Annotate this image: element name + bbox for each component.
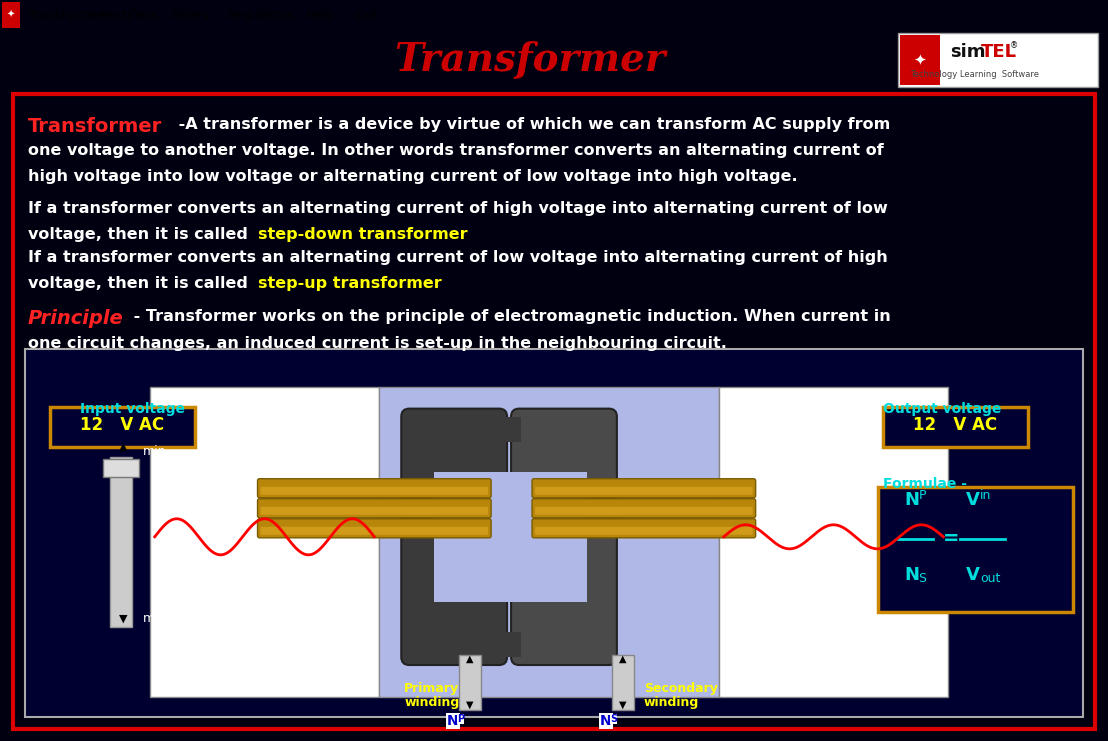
FancyBboxPatch shape: [511, 408, 617, 665]
Text: If a transformer converts an alternating current of high voltage into alternatin: If a transformer converts an alternating…: [28, 202, 888, 216]
FancyBboxPatch shape: [260, 507, 489, 515]
Text: Principle: Principle: [28, 310, 124, 328]
Text: Input voltage: Input voltage: [80, 402, 185, 416]
FancyBboxPatch shape: [103, 459, 138, 476]
Text: ▲: ▲: [619, 654, 627, 664]
FancyBboxPatch shape: [535, 507, 752, 515]
FancyBboxPatch shape: [612, 655, 634, 710]
Text: Technology Learning  Software: Technology Learning Software: [911, 70, 1039, 79]
Text: in: in: [981, 489, 992, 502]
Text: ▲: ▲: [466, 654, 474, 664]
Text: TEL: TEL: [981, 43, 1017, 61]
Text: voltage, then it is called: voltage, then it is called: [28, 227, 254, 242]
FancyBboxPatch shape: [535, 527, 752, 535]
Text: one circuit changes, an induced current is set-up in the neighbouring circuit.: one circuit changes, an induced current …: [28, 336, 727, 350]
Text: Output voltage: Output voltage: [883, 402, 1002, 416]
FancyBboxPatch shape: [897, 33, 1098, 87]
Text: winding: winding: [404, 696, 460, 709]
Text: winding: winding: [644, 696, 699, 709]
FancyBboxPatch shape: [535, 487, 752, 495]
Text: =: =: [943, 529, 960, 548]
Text: ▼: ▼: [619, 700, 627, 710]
Text: voltage, then it is called: voltage, then it is called: [28, 276, 254, 291]
FancyBboxPatch shape: [900, 35, 940, 85]
FancyBboxPatch shape: [401, 408, 507, 665]
Text: Secondary: Secondary: [644, 682, 718, 695]
Text: high voltage into low voltage or alternating current of low voltage into high vo: high voltage into low voltage or alterna…: [28, 169, 798, 185]
FancyBboxPatch shape: [257, 479, 491, 498]
FancyBboxPatch shape: [260, 527, 489, 535]
Text: 12   V AC: 12 V AC: [80, 416, 164, 433]
Text: P: P: [919, 489, 926, 502]
Text: min.: min.: [143, 445, 171, 458]
FancyBboxPatch shape: [50, 407, 195, 447]
Text: If a transformer converts an alternating current of low voltage into alternating: If a transformer converts an alternating…: [28, 250, 888, 265]
Text: V: V: [966, 566, 981, 584]
FancyBboxPatch shape: [379, 387, 719, 697]
FancyBboxPatch shape: [110, 456, 132, 627]
Text: ✦: ✦: [914, 53, 926, 67]
FancyBboxPatch shape: [532, 479, 756, 498]
FancyBboxPatch shape: [459, 655, 481, 710]
Text: sim: sim: [950, 43, 985, 61]
FancyBboxPatch shape: [532, 519, 756, 538]
Text: 12   V AC: 12 V AC: [913, 416, 997, 433]
Text: Formulae -: Formulae -: [883, 476, 967, 491]
FancyBboxPatch shape: [883, 407, 1028, 447]
FancyBboxPatch shape: [257, 499, 491, 518]
Text: Exit: Exit: [355, 8, 379, 21]
FancyBboxPatch shape: [719, 387, 948, 697]
FancyBboxPatch shape: [879, 487, 1073, 612]
Text: ®: ®: [1010, 41, 1018, 50]
Text: Transformer: Transformer: [394, 41, 666, 79]
Text: Primary: Primary: [404, 682, 460, 695]
Text: ▲: ▲: [119, 442, 127, 452]
Text: N: N: [904, 491, 920, 509]
Text: -A transformer is a device by virtue of which we can transform AC supply from: -A transformer is a device by virtue of …: [173, 117, 890, 132]
Text: N: N: [904, 566, 920, 584]
Text: - Transformer works on the principle of electromagnetic induction. When current : - Transformer works on the principle of …: [127, 310, 891, 325]
Text: P: P: [458, 714, 464, 724]
Text: Filters: Filters: [172, 8, 209, 21]
Text: Regulators: Regulators: [228, 8, 295, 21]
FancyBboxPatch shape: [499, 632, 521, 657]
Text: N: N: [448, 714, 459, 728]
Text: S: S: [609, 714, 617, 724]
FancyBboxPatch shape: [150, 387, 379, 697]
Text: ✦: ✦: [7, 10, 16, 20]
FancyBboxPatch shape: [257, 519, 491, 538]
FancyBboxPatch shape: [260, 487, 489, 495]
Text: out: out: [981, 572, 1001, 585]
FancyBboxPatch shape: [2, 2, 20, 28]
Text: V: V: [966, 491, 981, 509]
Text: one voltage to another voltage. In other words transformer converts an alternati: one voltage to another voltage. In other…: [28, 143, 884, 159]
Text: step-up transformer: step-up transformer: [257, 276, 441, 291]
FancyBboxPatch shape: [507, 472, 587, 602]
Text: S: S: [919, 572, 926, 585]
Text: ▼: ▼: [466, 700, 474, 710]
FancyBboxPatch shape: [25, 348, 1083, 717]
Text: step-down transformer: step-down transformer: [257, 227, 468, 242]
Text: Help: Help: [307, 8, 336, 21]
Text: max.: max.: [143, 613, 174, 625]
FancyBboxPatch shape: [434, 472, 514, 602]
Text: Transformer: Transformer: [28, 8, 103, 21]
FancyBboxPatch shape: [499, 416, 521, 442]
FancyBboxPatch shape: [532, 499, 756, 518]
Text: Transformer: Transformer: [28, 117, 162, 136]
Text: ▼: ▼: [119, 614, 127, 624]
Text: N: N: [599, 714, 612, 728]
Text: Rectifiers: Rectifiers: [100, 8, 158, 21]
